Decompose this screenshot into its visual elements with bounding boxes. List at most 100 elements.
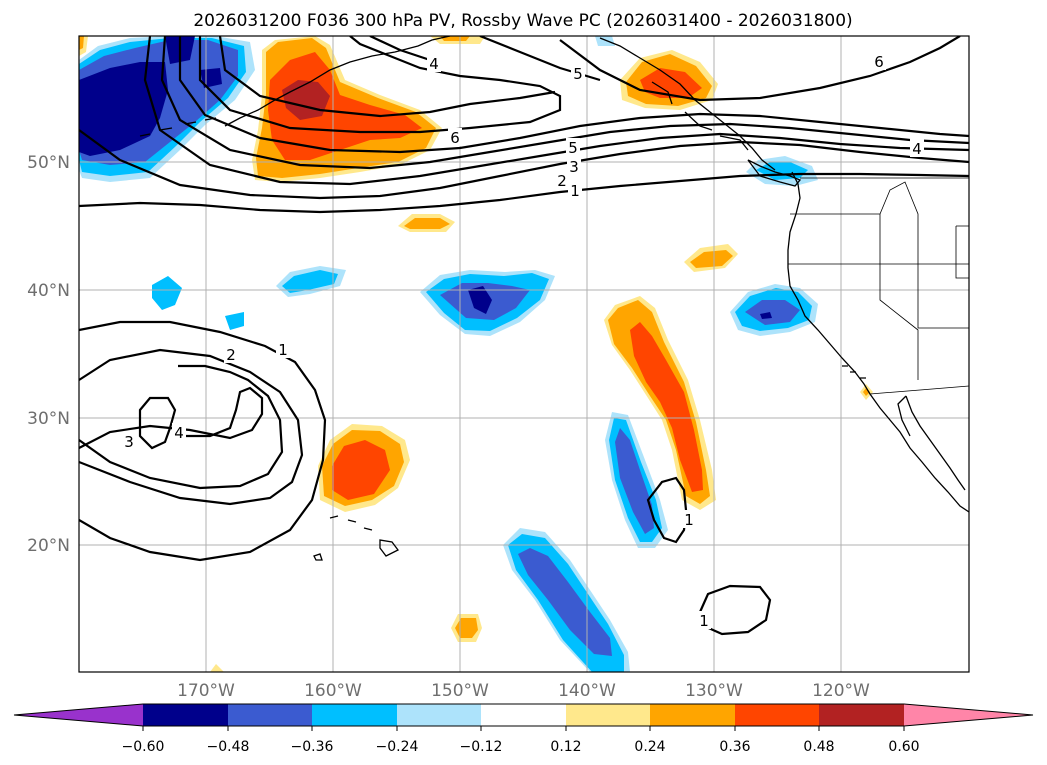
lon-label-170w: 170°W xyxy=(177,681,235,701)
contour-west-inner xyxy=(138,396,177,450)
baja-california xyxy=(897,395,966,491)
svg-text:2: 2 xyxy=(226,346,236,364)
pos-anomaly-top-b xyxy=(440,36,470,41)
svg-text:6: 6 xyxy=(450,129,460,147)
contour-label-north-5: 5 xyxy=(566,138,580,157)
contour-label-west-4: 4 xyxy=(172,423,186,442)
pos-anomaly-hawaii-red xyxy=(332,440,390,500)
contour-north-4 xyxy=(160,36,969,170)
contour-north-2 xyxy=(79,129,969,200)
svg-text:1: 1 xyxy=(699,612,709,630)
pos-anomaly-bottom-edge xyxy=(210,664,224,672)
contour-north-6a xyxy=(198,36,562,134)
colorbar-tick-label: −0.48 xyxy=(207,739,250,755)
state-border-ca-nv xyxy=(879,264,919,380)
neg-anomaly-calif-inner xyxy=(745,300,800,325)
hawaiian-islands xyxy=(329,515,399,557)
contour-north-6b xyxy=(218,36,556,118)
lon-label-120w: 120°W xyxy=(812,681,870,701)
contour-west-4 xyxy=(79,386,264,449)
lat-label-50n: 50°N xyxy=(27,153,70,173)
contour-label-west-3: 3 xyxy=(122,432,136,451)
colorbar-extend-high xyxy=(904,704,1033,726)
lon-label-130w: 130°W xyxy=(685,681,743,701)
colorbar-bin-3 xyxy=(312,704,397,726)
map-gridlines xyxy=(79,36,969,672)
contour-north-6c xyxy=(559,36,961,102)
map-panel: 1 2 3 4 5 6 1 xyxy=(79,36,969,672)
colorbar-bin-6 xyxy=(566,704,650,726)
pos-anomaly-42n-b xyxy=(690,250,733,268)
neg-anomaly-small-3b xyxy=(282,270,338,293)
svg-text:3: 3 xyxy=(124,433,134,451)
svg-text:5: 5 xyxy=(568,139,578,157)
colorbar-bin-8 xyxy=(735,704,819,726)
colorbar-tick-label: −0.12 xyxy=(460,739,503,755)
contour-label-center-1: 1 xyxy=(682,510,696,529)
neg-anomaly-small-2 xyxy=(225,312,244,330)
neg-anomaly-150w-core xyxy=(468,286,492,314)
pos-anomaly-45n-b xyxy=(404,218,450,229)
pos-anomaly-nw-orange xyxy=(79,36,84,50)
pos-anomaly-band-red xyxy=(630,322,703,492)
political-borders xyxy=(788,177,969,395)
svg-text:4: 4 xyxy=(174,424,184,442)
colorbar-tick-label: 0.60 xyxy=(888,739,919,755)
latitude-labels: 50°N 40°N 30°N 20°N xyxy=(27,153,70,556)
colorbar-tick-label: −0.60 xyxy=(122,739,165,755)
colorbar: −0.60 −0.48 −0.36 −0.24 −0.12 0.12 0.24 … xyxy=(13,703,1034,755)
colorbar-tick-label: 0.48 xyxy=(803,739,834,755)
channel-islands xyxy=(842,365,866,379)
svg-text:2: 2 xyxy=(557,172,567,190)
figure-title: 2026031200 F036 300 hPa PV, Rossby Wave … xyxy=(193,11,852,31)
colorbar-tick-marks xyxy=(142,726,905,731)
coastlines xyxy=(139,36,969,561)
lat-label-20n: 20°N xyxy=(27,536,70,556)
neg-anomaly-small-1 xyxy=(152,276,182,310)
contour-west-3 xyxy=(79,364,284,490)
svg-text:4: 4 xyxy=(912,140,922,158)
lon-label-160w: 160°W xyxy=(304,681,362,701)
neg-anomaly-center-inner xyxy=(615,428,654,534)
map-frame xyxy=(78,35,970,673)
svg-text:4: 4 xyxy=(429,55,439,73)
contour-label-top-5: 5 xyxy=(571,64,585,83)
negative-pv-shading xyxy=(79,36,818,672)
pos-anomaly-south-small-b xyxy=(455,618,478,638)
longitude-labels: 170°W 160°W 150°W 140°W 130°W 120°W xyxy=(177,681,870,701)
contour-label-north-6: 6 xyxy=(448,128,462,147)
small-island xyxy=(313,553,323,561)
svg-text:1: 1 xyxy=(278,341,288,359)
contour-label-north-1: 1 xyxy=(568,181,582,200)
lat-label-30n: 30°N xyxy=(27,409,70,429)
se-alaska-coast xyxy=(599,37,776,171)
colorbar-bin-9 xyxy=(819,704,904,726)
pos-anomaly-baja-b xyxy=(863,388,870,396)
contour-label-south-1: 1 xyxy=(697,611,711,630)
neg-anomaly-south-inner xyxy=(518,548,612,656)
contour-label-west-1: 1 xyxy=(276,340,290,359)
svg-text:6: 6 xyxy=(874,53,884,71)
us-west-coast xyxy=(787,171,969,513)
state-border-id xyxy=(879,181,969,329)
contour-label-top-6: 6 xyxy=(872,52,886,71)
alaska-coast xyxy=(224,36,451,127)
colorbar-bin-2 xyxy=(228,704,312,726)
state-border-ut xyxy=(955,225,969,279)
colorbar-tick-label: −0.36 xyxy=(291,739,334,755)
contour-label-west-2: 2 xyxy=(224,345,238,364)
colorbar-tick-label: 0.36 xyxy=(719,739,750,755)
contour-label-north-4: 4 xyxy=(910,139,924,158)
colorbar-tick-label: 0.12 xyxy=(550,739,581,755)
contour-label-top-4: 4 xyxy=(427,54,441,73)
contour-label-north-2: 2 xyxy=(555,171,569,190)
colorbar-bin-1 xyxy=(143,704,228,726)
lat-label-40n: 40°N xyxy=(27,281,70,301)
contour-north-1 xyxy=(79,172,969,214)
colorbar-extend-low xyxy=(14,704,143,726)
lon-label-150w: 150°W xyxy=(431,681,489,701)
vancouver-island xyxy=(747,159,802,187)
contour-south-loop xyxy=(698,584,772,636)
svg-text:1: 1 xyxy=(684,511,694,529)
